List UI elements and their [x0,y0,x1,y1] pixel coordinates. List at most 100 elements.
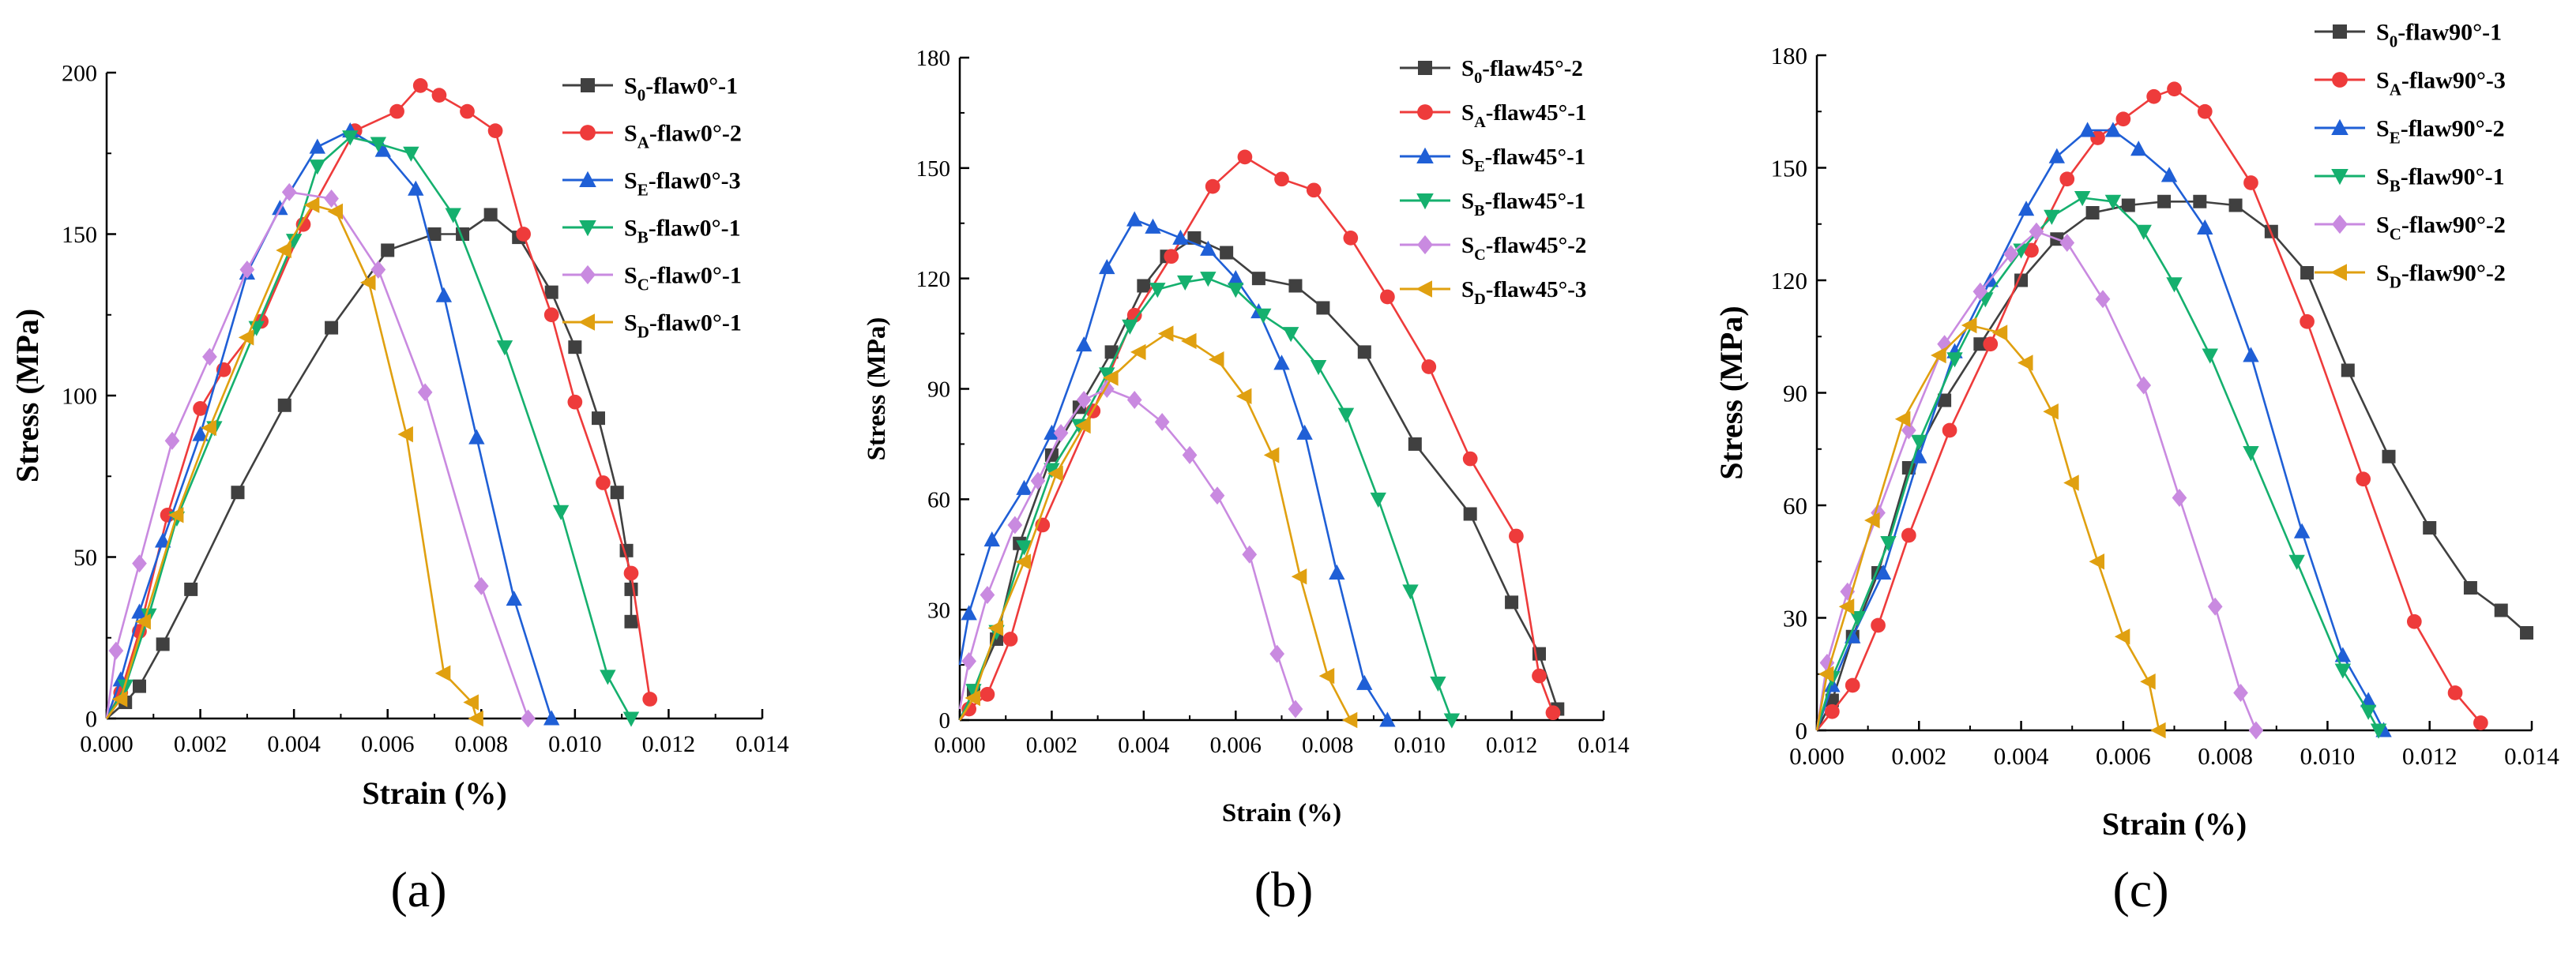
chart-a-data-point [370,261,386,279]
chart-c-x-tick-label: 0.002 [1891,742,1946,770]
chart-a-data-point [543,307,559,323]
chart-c-data-point [2447,685,2463,700]
chart-c-data-point [1871,617,1886,633]
chart-b-data-point [987,620,1004,636]
chart-b-data-point [1343,231,1359,246]
chart-b-data-point [1030,471,1046,490]
chart-c-data-point [1961,317,1977,334]
chart-a-legend-label: S0-flaw0°-1 [624,73,738,105]
chart-a-series-3 [105,130,640,727]
chart-a-y-axis-label: Stress (MPa) [9,309,45,482]
chart-b-x-tick-label: 0.014 [1578,733,1630,758]
chart-c-series-3 [1815,191,2387,739]
chart-c-data-point [2406,613,2422,629]
chart-b-series-2 [958,211,1396,727]
chart-b-data-point [1172,229,1189,245]
chart-b-data-point [1053,423,1069,442]
chart-a-data-point [624,582,638,596]
chart-c-data-point [2293,523,2311,538]
chart-b-data-point [1015,553,1031,570]
chart-b-y-tick-label: 150 [916,156,951,182]
chart-c-x-tick-label: 0.004 [1994,742,2049,770]
chart-b-y-axis-label: Stress (MPa) [863,317,891,461]
chart-c-series-5 [1815,317,2166,739]
panel-label-a: (a) [390,861,447,917]
chart-c-svg: 0 30 60 90 120 150 180 0.000 0.002 0.004 0.006 0.00… [1713,20,2559,842]
chart-c-data-point [1825,703,1840,719]
chart-c-x-tick-label: 0.012 [2402,742,2458,770]
chart-b-data-point [1099,367,1115,383]
chart-b-data-point [1075,336,1092,352]
chart-c-data-point [2166,277,2183,293]
chart-a-data-point [309,138,325,154]
chart-c-data-point [2520,626,2534,640]
chart-b-data-point [1306,182,1322,198]
chart-a-legend-marker [579,220,596,237]
chart-a-data-point [381,243,395,257]
chart-c-data-point [2146,88,2161,104]
chart-c-data-point [1849,611,1866,627]
chart-a-data-point [408,180,424,196]
chart-a-legend-marker [580,265,596,285]
chart-b-data-point [1269,644,1285,663]
chart-c-legend-label: SB-flaw90°-1 [2376,164,2505,196]
chart-c-y-tick-label: 150 [1771,154,1808,182]
chart-c-data-point [1818,666,1834,682]
chart-c-data-point [2104,194,2122,210]
chart-c-data-point [2202,348,2218,364]
chart-a-legend-marker [579,171,596,187]
chart-a-series-line [105,204,478,719]
chart-a-x-axis-label: Strain (%) [362,775,506,811]
chart-b-data-point [980,586,995,604]
chart-panel-b: 0 30 60 90 120 150 180 0.000 0.002 0.004 0.006 0.00… [853,0,1706,953]
chart-b-series-4 [958,380,1303,719]
chart-a-data-point [496,340,513,356]
chart-c-data-point [2356,471,2371,487]
chart-a-data-point [374,141,391,157]
chart-b-data-point [1251,272,1265,286]
chart-c-data-point [2243,446,2259,462]
chart-b-data-point [1002,632,1018,647]
chart-c-data-point [2193,194,2207,208]
chart-b-data-point [1357,345,1371,359]
chart-c-data-point [1901,527,1916,543]
chart-b-legend-marker [1416,193,1434,210]
chart-b-x-tick-label: 0.000 [934,733,985,758]
chart-a-data-point [435,287,453,302]
chart-c-legend-item: SC-flaw90°-2 [2315,212,2506,244]
chart-c-data-point [2463,581,2477,595]
chart-a-data-point [324,189,339,208]
chart-b-legend-marker [1416,280,1432,298]
chart-b-data-point [1356,674,1373,690]
chart-b-data-point [1220,246,1234,260]
chart-panel-a: 0 50 100 150 200 0.000 0.002 0.004 0.006 0.008 0.0… [0,0,853,953]
chart-b-data-point [1016,479,1032,495]
chart-c-data-point [2095,290,2111,309]
chart-c-data-point [1864,512,1880,529]
chart-b-data-point [1164,249,1179,265]
chart-b-legend-label: SA-flaw45°-1 [1461,100,1586,131]
chart-c-legend-label: SD-flaw90°-2 [2376,261,2506,292]
chart-c-data-point [2288,554,2305,570]
chart-a-data-point [192,426,209,441]
chart-c-legend-label: SC-flaw90°-2 [2376,212,2506,244]
chart-a-y-tick-label: 100 [62,384,97,410]
chart-b-series-5 [958,325,1358,729]
chart-c-data-point [2207,597,2223,616]
chart-c-legend-item: S0-flaw90°-1 [2315,20,2502,51]
chart-a-series-5 [105,197,483,727]
chart-c-data-point [1819,654,1835,672]
chart-a-data-point [370,137,387,152]
chart-a-data-point [487,123,503,138]
chart-a-legend-marker [580,125,596,141]
chart-b-data-point [1318,667,1335,685]
chart-b-legend-item: SC-flaw45°-2 [1400,233,1586,264]
chart-a-legend-label: SA-flaw0°-2 [624,121,742,152]
chart-c-x-tick-label: 0.014 [2504,742,2559,770]
chart-c-data-point [1845,677,1860,693]
chart-b-data-point [1200,272,1217,287]
chart-c-data-point [1938,393,1952,407]
chart-c-data-point [2079,122,2096,137]
chart-a-data-point [417,383,433,402]
chart-b-data-point [961,651,976,670]
